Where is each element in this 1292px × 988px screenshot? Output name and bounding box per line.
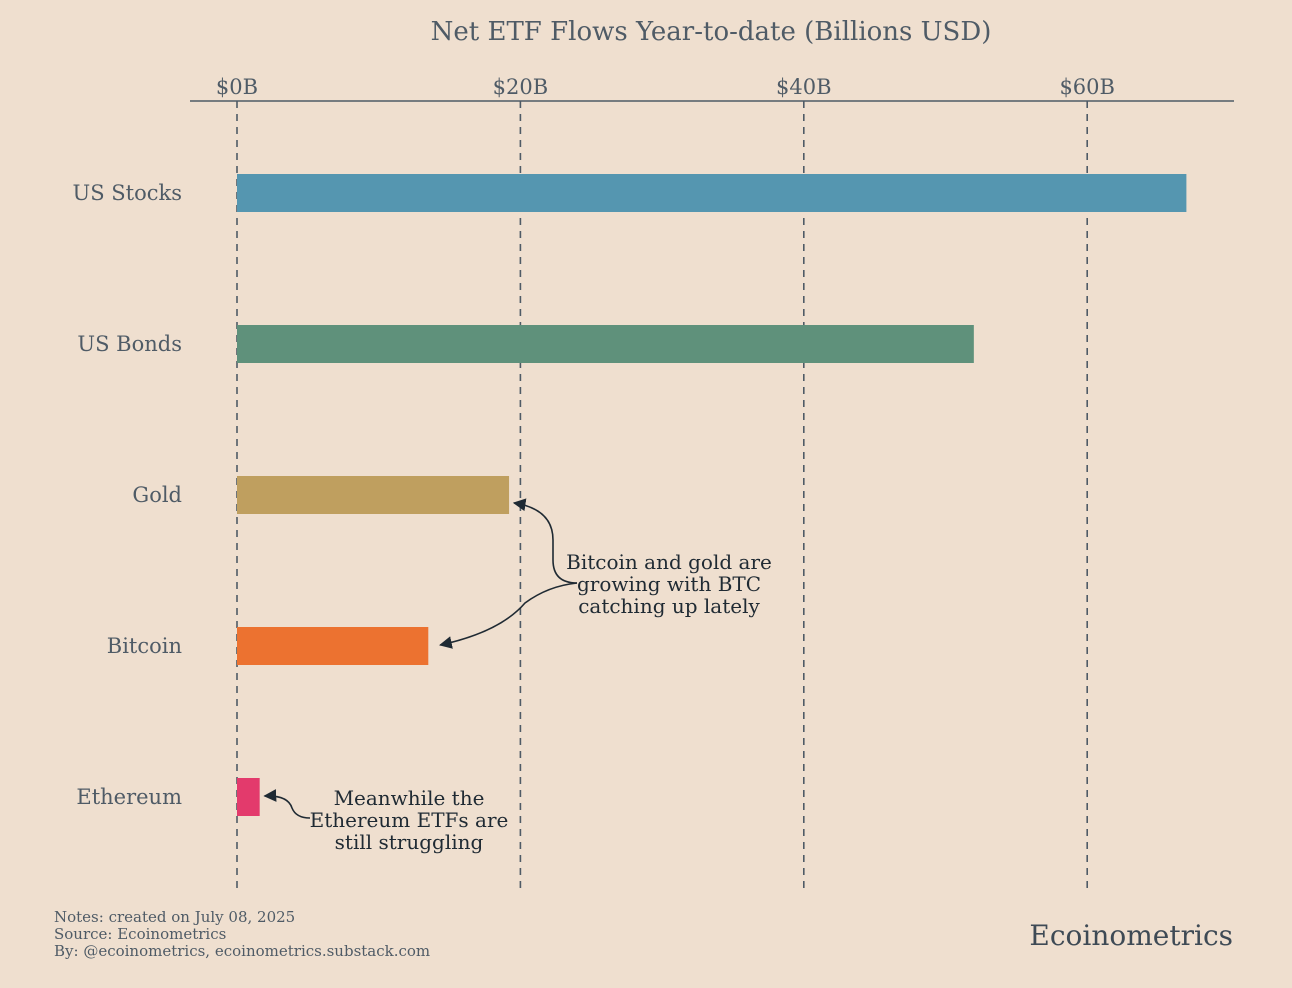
bar (237, 778, 260, 816)
footer-notes: Notes: created on July 08, 2025 (54, 908, 295, 926)
footer-source: Source: Ecoinometrics (54, 925, 226, 943)
x-tick-label: $0B (216, 75, 258, 99)
footer-by: By: @ecoinometrics, ecoinometrics.substa… (54, 942, 430, 960)
chart-title: Net ETF Flows Year-to-date (Billions USD… (431, 17, 992, 47)
category-label: US Bonds (77, 332, 182, 356)
category-label: Gold (132, 483, 182, 507)
category-label: Bitcoin (107, 634, 182, 658)
annotation-text: still struggling (335, 830, 484, 854)
bar (237, 476, 510, 514)
annotation-arrow (439, 582, 578, 649)
brand-logo-text: Ecoinometrics (1029, 919, 1233, 952)
annotation-text: Meanwhile the (334, 786, 485, 810)
annotation-arrow (512, 498, 578, 584)
category-label: Ethereum (76, 785, 182, 809)
annotation-text: Ethereum ETFs are (310, 808, 509, 832)
annotation-arrow (263, 789, 311, 819)
bar (237, 174, 1187, 212)
x-tick-label: $20B (493, 75, 549, 99)
annotation-text: Bitcoin and gold are (566, 550, 772, 574)
annotation-text: catching up lately (578, 594, 760, 618)
category-label: US Stocks (73, 181, 183, 205)
x-tick-label: $60B (1059, 75, 1115, 99)
bar (237, 627, 429, 665)
annotation-text: growing with BTC (577, 572, 761, 596)
x-tick-label: $40B (776, 75, 832, 99)
bar (237, 325, 974, 363)
